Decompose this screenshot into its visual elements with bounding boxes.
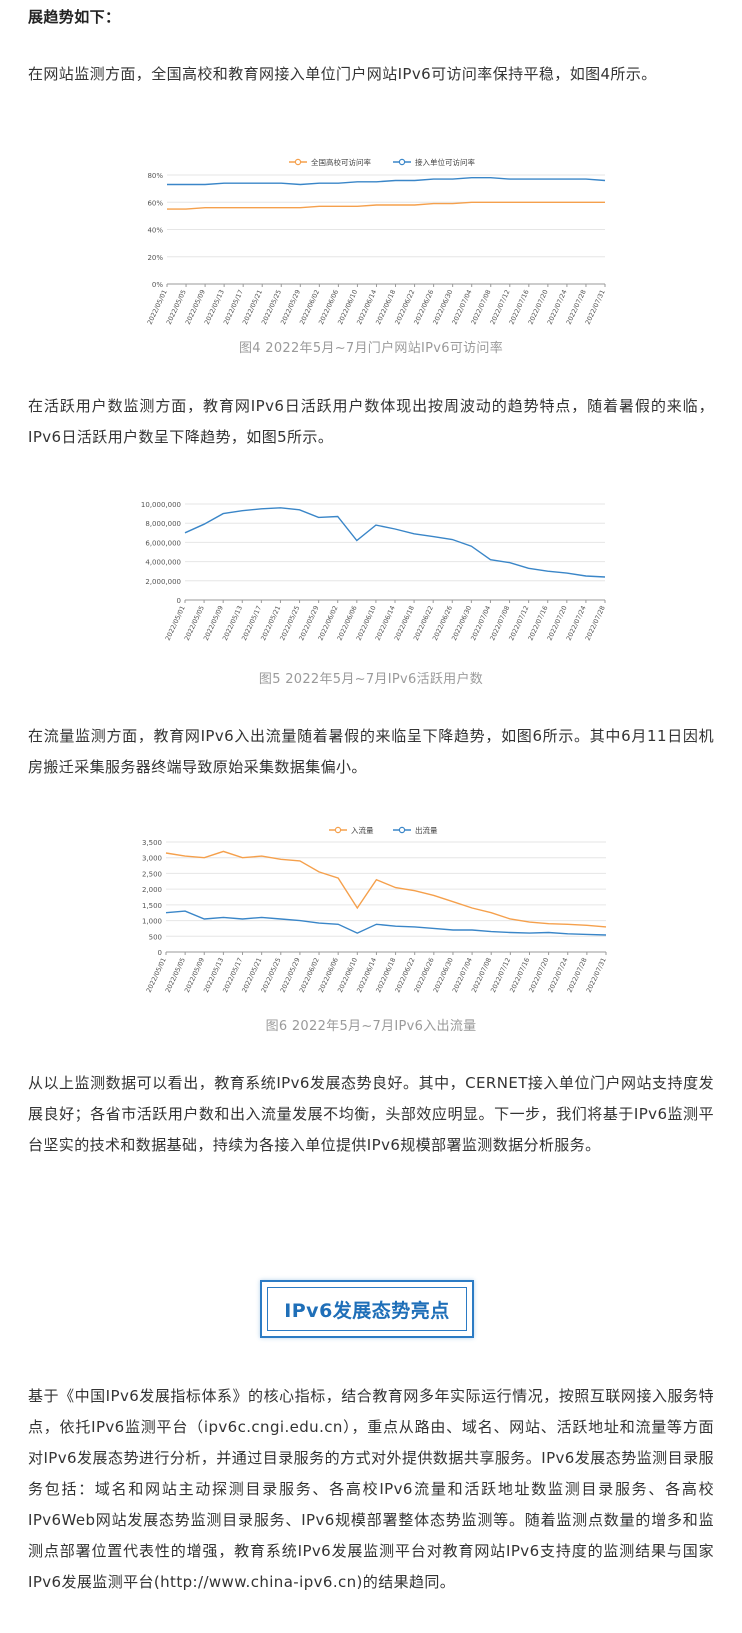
x-tick-label: 2022/07/28 [584, 604, 607, 641]
y-tick-label: 0 [158, 949, 162, 957]
series-line [165, 910, 607, 936]
figure-5-active-users-chart: 0 2,000,000 4,000,000 6,000,000 8,000,000 10,… [0, 492, 742, 660]
section-heading-fragment: 展趋势如下： [28, 8, 121, 26]
legend-item: 全国高校可访问率 [289, 157, 371, 167]
series-line [165, 850, 607, 928]
y-tick-label: 8,000,000 [145, 520, 181, 528]
y-tick-label: 2,000 [142, 886, 162, 894]
section-title: IPv6发展态势亮点 [267, 1287, 467, 1331]
y-tick-label: 10,000,000 [141, 501, 181, 509]
legend-item: 接入单位可访问率 [393, 157, 475, 167]
paragraph-active-users: 在活跃用户数监测方面，教育网IPv6日活跃用户数体现出按周波动的趋势特点，随着暑… [28, 397, 714, 446]
y-tick-label: 6,000,000 [145, 539, 181, 547]
y-tick-label: 3,500 [142, 839, 162, 847]
y-tick-label: 3,000 [142, 855, 162, 863]
series-line [167, 201, 605, 210]
svg-text:入流量: 入流量 [351, 825, 374, 835]
figure-5-caption: 图5 2022年5月~7月IPv6活跃用户数 [258, 672, 484, 687]
y-tick-label: 2,000,000 [145, 578, 181, 586]
legend-item: 入流量 [329, 825, 374, 835]
legend-item: 出流量 [393, 825, 438, 835]
series-line [184, 507, 606, 578]
active-users-line-chart: 0 2,000,000 4,000,000 6,000,000 8,000,000 10,… [141, 501, 607, 642]
y-tick-label: 1,500 [142, 902, 162, 910]
y-tick-label: 2,500 [142, 870, 162, 878]
svg-text:出流量: 出流量 [415, 825, 438, 835]
x-tick-label: 2022/07/31 [584, 288, 607, 325]
svg-text:全国高校可访问率: 全国高校可访问率 [311, 157, 371, 167]
y-tick-label: 20% [147, 254, 163, 262]
y-tick-label: 500 [149, 933, 162, 941]
svg-text:接入单位可访问率: 接入单位可访问率 [415, 157, 475, 167]
series-line [167, 177, 606, 186]
figure-6-caption: 图6 2022年5月~7月IPv6入出流量 [265, 1019, 477, 1034]
y-tick-label: 40% [147, 227, 163, 235]
y-tick-label: 4,000,000 [145, 559, 181, 567]
paragraph-traffic: 在流量监测方面，教育网IPv6入出流量随着暑假的来临呈下降趋势，如图6所示。其中… [28, 727, 714, 776]
y-tick-label: 60% [147, 199, 163, 207]
x-tick-label: 2022/07/31 [585, 956, 608, 993]
traffic-line-chart: 0 500 1,000 1,500 2,000 2,500 3,000 3,500 2022/0… [142, 825, 608, 994]
figure-4-caption: 图4 2022年5月~7月门户网站IPv6可访问率 [238, 341, 504, 356]
section-title-box: IPv6发展态势亮点 [260, 1280, 474, 1338]
paragraph-website-monitoring: 在网站监测方面，全国高校和教育网接入单位门户网站IPv6可访问率保持平稳，如图4… [28, 65, 657, 83]
figure-6-traffic-chart: 0 500 1,000 1,500 2,000 2,500 3,000 3,500 2022/0… [0, 820, 742, 1000]
paragraph-highlights: 基于《中国IPv6发展指标体系》的核心指标，结合教育网多年实际运行情况，按照互联… [28, 1387, 714, 1591]
accessibility-line-chart: 0%20%40%60%80%2022/05/012022/05/052022/0… [146, 157, 607, 326]
y-tick-label: 0 [177, 597, 181, 605]
y-tick-label: 1,000 [142, 918, 162, 926]
y-tick-label: 0% [152, 281, 163, 289]
y-tick-label: 80% [147, 172, 163, 180]
figure-4-accessibility-chart: 0% 20% 40% 60% 80% 2022/05/01 2022/05/05 2022/0… [0, 152, 742, 330]
paragraph-summary: 从以上监测数据可以看出，教育系统IPv6发展态势良好。其中，CERNET接入单位… [28, 1074, 714, 1154]
